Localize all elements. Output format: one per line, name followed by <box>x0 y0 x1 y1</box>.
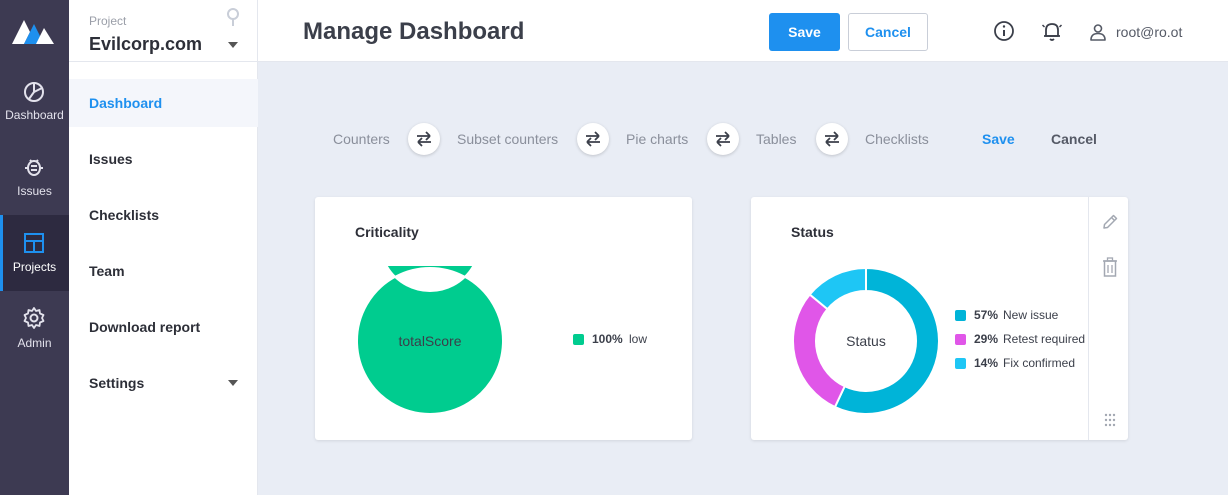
donut-center-label: totalScore <box>398 333 462 349</box>
widget-pie-charts[interactable]: Pie charts <box>626 131 689 147</box>
criticality-donut <box>356 266 504 415</box>
chevron-down-icon <box>228 380 238 386</box>
app-logo[interactable] <box>10 18 58 46</box>
sidebar-item-label: Checklists <box>89 207 160 223</box>
edit-icon[interactable] <box>1101 213 1119 231</box>
sidebar-item-dashboard[interactable]: Dashboard <box>69 79 258 127</box>
rail-item-label: Projects <box>12 260 57 274</box>
legend-percent: 14% <box>974 356 999 370</box>
widget-subset-counters[interactable]: Subset counters <box>457 131 559 147</box>
widget-bar-cancel-button[interactable]: Cancel <box>1051 131 1097 147</box>
pie-slice-retest-required[interactable] <box>792 293 847 409</box>
legend-swatch <box>955 334 966 345</box>
user-name[interactable]: root@ro.ot <box>1116 24 1183 40</box>
chevron-down-icon <box>228 42 238 48</box>
legend-label: low <box>629 332 648 346</box>
legend-item: 14% Fix confirmed <box>955 356 1090 370</box>
bell-icon[interactable] <box>1041 20 1063 42</box>
status-donut <box>792 266 940 415</box>
chart-title: Status <box>791 224 834 240</box>
widget-bar-save-button[interactable]: Save <box>982 131 1015 147</box>
sidebar-item-label: Download report <box>89 319 201 335</box>
rail-item-label: Dashboard <box>5 108 64 122</box>
legend-item: 57% New issue <box>955 308 1090 322</box>
bug-icon <box>25 159 43 176</box>
swap-icon[interactable] <box>577 123 609 155</box>
rail-item-issues[interactable]: Issues <box>0 152 69 228</box>
cancel-button[interactable]: Cancel <box>848 13 928 51</box>
swap-icon[interactable] <box>816 123 848 155</box>
legend-percent: 100% <box>592 332 623 346</box>
rail-item-projects[interactable]: Projects <box>0 215 69 291</box>
pie-slice-new-issue[interactable] <box>833 266 940 415</box>
legend-label: Retest required <box>1003 332 1086 346</box>
legend-swatch <box>955 310 966 321</box>
status-card: Status Status 57% New issue 29% Retest r… <box>751 197 1128 440</box>
legend-swatch <box>573 334 584 345</box>
chart-title: Criticality <box>355 224 419 240</box>
donut-center-label: Status <box>846 333 886 349</box>
sidebar-item-label: Issues <box>89 151 133 167</box>
pie-slice-low[interactable] <box>356 266 504 415</box>
legend-item: 29% Retest required <box>955 332 1090 346</box>
project-name: Evilcorp.com <box>89 34 203 54</box>
projects-icon <box>24 233 44 253</box>
swap-icon[interactable] <box>408 123 440 155</box>
sidebar-item-label: Dashboard <box>89 95 163 111</box>
sidebar-item-issues[interactable]: Issues <box>69 135 258 183</box>
card-tools <box>1088 197 1128 440</box>
page-header: Manage Dashboard Save Cancel root@ro.ot <box>258 0 1228 62</box>
swap-icon[interactable] <box>707 123 739 155</box>
pin-icon[interactable] <box>226 8 240 26</box>
dashboard-icon <box>24 82 44 102</box>
widget-checklists[interactable]: Checklists <box>865 131 929 147</box>
sidebar-item-checklists[interactable]: Checklists <box>69 191 258 239</box>
page-title: Manage Dashboard <box>303 18 525 45</box>
widget-tables[interactable]: Tables <box>756 131 797 147</box>
main-rail: Dashboard Issues Projects Admin <box>0 0 69 495</box>
save-button[interactable]: Save <box>769 13 840 51</box>
user-icon[interactable] <box>1089 23 1107 41</box>
project-caption: Project <box>89 14 127 28</box>
gear-icon <box>23 307 45 329</box>
sidebar-item-settings[interactable]: Settings <box>69 359 258 407</box>
legend-percent: 57% <box>974 308 999 322</box>
trash-icon[interactable] <box>1102 257 1118 277</box>
sidebar-item-team[interactable]: Team <box>69 247 258 295</box>
legend-label: Fix confirmed <box>1003 356 1076 370</box>
project-selector[interactable]: Project Evilcorp.com <box>69 0 258 62</box>
criticality-card: Criticality totalScore 100% low <box>315 197 692 440</box>
drag-handle-icon[interactable] <box>1104 413 1116 427</box>
rail-item-admin[interactable]: Admin <box>0 304 69 380</box>
rail-item-dashboard[interactable]: Dashboard <box>0 76 69 152</box>
widget-counters[interactable]: Counters <box>333 131 390 147</box>
rail-item-label: Admin <box>17 336 52 350</box>
legend-label: New issue <box>1003 308 1059 322</box>
rail-item-label: Issues <box>17 184 52 198</box>
legend-swatch <box>955 358 966 369</box>
legend-percent: 29% <box>974 332 999 346</box>
project-sidebar: Project Evilcorp.com Dashboard Issues Ch… <box>69 0 258 495</box>
info-icon[interactable] <box>993 20 1015 42</box>
legend-item: 100% low <box>573 332 683 346</box>
sidebar-item-label: Team <box>89 263 125 279</box>
sidebar-item-download-report[interactable]: Download report <box>69 303 258 351</box>
sidebar-item-label: Settings <box>89 375 145 391</box>
